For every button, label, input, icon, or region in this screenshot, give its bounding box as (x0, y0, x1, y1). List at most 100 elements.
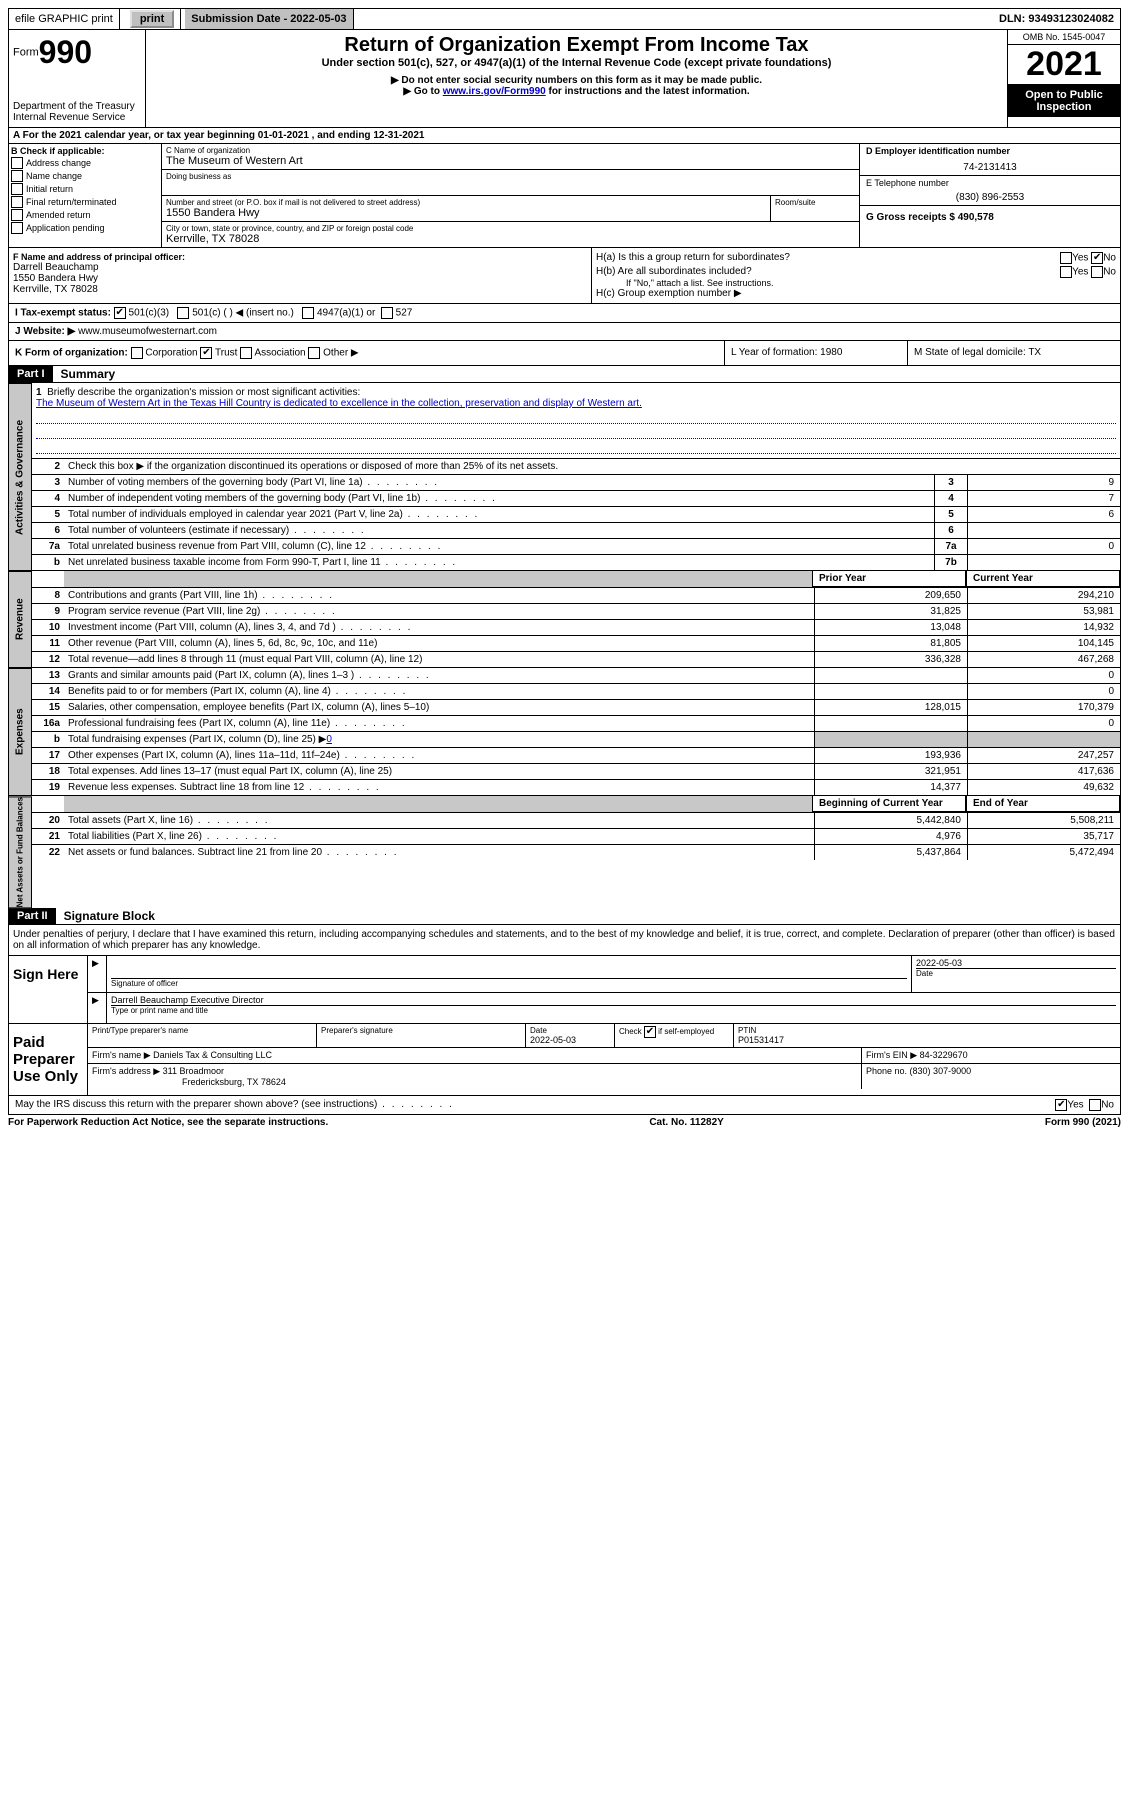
527-cb[interactable] (381, 307, 393, 319)
form-note1: ▶ Do not enter social security numbers o… (150, 75, 1003, 86)
sections-k-l-m: K Form of organization: Corporation Trus… (8, 341, 1121, 366)
section-f: F Name and address of principal officer:… (9, 248, 592, 303)
section-i: I Tax-exempt status: 501(c)(3) 501(c) ( … (9, 304, 1120, 323)
part1-title: Summary (53, 367, 116, 381)
paid-preparer-label: Paid Preparer Use Only (9, 1024, 88, 1095)
city-label: City or town, state or province, country… (166, 224, 855, 233)
irs-discuss-row: May the IRS discuss this return with the… (8, 1096, 1121, 1115)
ptin-value: P01531417 (738, 1035, 1116, 1045)
summary-activities: Activities & Governance 1 Briefly descri… (8, 383, 1121, 571)
section-h: H(a) Is this a group return for subordin… (592, 248, 1120, 303)
hc-label: H(c) Group exemption number ▶ (596, 288, 1116, 299)
submission-date: Submission Date - 2022-05-03 (185, 9, 353, 29)
sig-date: 2022-05-03 (916, 958, 1116, 968)
final-return-cb[interactable] (11, 196, 23, 208)
sig-officer-label: Signature of officer (111, 978, 907, 988)
self-employed-cb[interactable] (644, 1026, 656, 1038)
ein-label: D Employer identification number (866, 146, 1114, 156)
hb-note: If "No," attach a list. See instructions… (596, 278, 1116, 288)
foot-left: For Paperwork Reduction Act Notice, see … (8, 1117, 328, 1128)
amended-return-cb[interactable] (11, 209, 23, 221)
part2-label: Part II (9, 908, 56, 924)
val-5: 6 (967, 507, 1120, 522)
ein-value: 74-2131413 (866, 162, 1114, 173)
firm-addr1: 311 Broadmoor (163, 1066, 224, 1076)
4947-cb[interactable] (302, 307, 314, 319)
501c-cb[interactable] (177, 307, 189, 319)
ha-yes-cb[interactable] (1060, 252, 1072, 264)
officer-addr1: 1550 Bandera Hwy (13, 273, 587, 284)
form-header: Form990 Department of the Treasury Inter… (8, 30, 1121, 128)
page-footer: For Paperwork Reduction Act Notice, see … (8, 1115, 1121, 1128)
vtab-expenses: Expenses (9, 668, 32, 796)
firm-phone: (830) 307-9000 (910, 1066, 972, 1076)
sign-here-block: Sign Here ▶ Signature of officer 2022-05… (8, 956, 1121, 1024)
paid-preparer-block: Paid Preparer Use Only Print/Type prepar… (8, 1024, 1121, 1096)
officer-name-title: Darrell Beauchamp Executive Director (111, 995, 1116, 1005)
vtab-activities: Activities & Governance (9, 383, 32, 571)
val-6 (967, 523, 1120, 538)
other-cb[interactable] (308, 347, 320, 359)
dln-label: DLN: 93493123024082 (999, 13, 1120, 25)
assoc-cb[interactable] (240, 347, 252, 359)
trust-cb[interactable] (200, 347, 212, 359)
summary-revenue: Revenue Prior YearCurrent Year 8Contribu… (8, 571, 1121, 668)
val-4: 7 (967, 491, 1120, 506)
form-title-block: Return of Organization Exempt From Incom… (146, 30, 1008, 127)
vtab-net-assets: Net Assets or Fund Balances (9, 796, 32, 908)
form-number: 990 (39, 34, 92, 70)
gross-receipts: G Gross receipts $ 490,578 (866, 212, 1114, 223)
org-name: The Museum of Western Art (166, 155, 855, 167)
hdr-end: End of Year (966, 796, 1120, 812)
sections-b-to-g: B Check if applicable: Address change Na… (8, 144, 1121, 248)
line-2: 2 Check this box ▶ if the organization d… (32, 459, 1120, 475)
officer-name: Darrell Beauchamp (13, 262, 587, 273)
instructions-link[interactable]: www.irs.gov/Form990 (443, 86, 546, 97)
foot-right: Form 990 (2021) (1045, 1117, 1121, 1128)
form-title: Return of Organization Exempt From Incom… (150, 34, 1003, 57)
sections-d-e-g: D Employer identification number 74-2131… (860, 144, 1120, 247)
efile-label: efile GRAPHIC print (9, 9, 120, 29)
discuss-yes-cb[interactable] (1055, 1099, 1067, 1111)
val-7b (967, 555, 1120, 570)
firm-name: Daniels Tax & Consulting LLC (153, 1050, 272, 1060)
irs-label: Internal Revenue Service (13, 112, 141, 123)
hdr-beginning: Beginning of Current Year (812, 796, 966, 812)
501c3-cb[interactable] (114, 307, 126, 319)
part1-label: Part I (9, 366, 53, 382)
section-a: A For the 2021 calendar year, or tax yea… (8, 128, 1121, 144)
dba-label: Doing business as (166, 172, 855, 181)
hdr-current: Current Year (966, 571, 1120, 587)
website-value: www.museumofwesternart.com (78, 326, 217, 337)
form-subtitle: Under section 501(c), 527, or 4947(a)(1)… (150, 57, 1003, 69)
hb-no-cb[interactable] (1091, 266, 1103, 278)
firm-addr2: Fredericksburg, TX 78624 (92, 1077, 286, 1087)
sign-here-label: Sign Here (9, 956, 88, 1023)
firm-ein: 84-3229670 (920, 1050, 968, 1060)
val-7a: 0 (967, 539, 1120, 554)
section-l: L Year of formation: 1980 (725, 341, 908, 365)
signature-intro: Under penalties of perjury, I declare th… (8, 925, 1121, 956)
summary-net-assets: Net Assets or Fund Balances Beginning of… (8, 796, 1121, 908)
form-note2: ▶ Go to www.irs.gov/Form990 for instruct… (150, 86, 1003, 97)
section-c: C Name of organization The Museum of Wes… (162, 144, 860, 247)
name-change-cb[interactable] (11, 170, 23, 182)
address-change-cb[interactable] (11, 157, 23, 169)
corp-cb[interactable] (131, 347, 143, 359)
val-3: 9 (967, 475, 1120, 490)
street-address: 1550 Bandera Hwy (166, 207, 766, 219)
officer-addr2: Kerrville, TX 78028 (13, 284, 587, 295)
form-id-block: Form990 Department of the Treasury Inter… (9, 30, 146, 127)
hb-label: H(b) Are all subordinates included? (596, 266, 1060, 278)
hdr-prior: Prior Year (812, 571, 966, 587)
ha-no-cb[interactable] (1091, 252, 1103, 264)
app-pending-cb[interactable] (11, 222, 23, 234)
discuss-no-cb[interactable] (1089, 1099, 1101, 1111)
initial-return-cb[interactable] (11, 183, 23, 195)
summary-expenses: Expenses 13Grants and similar amounts pa… (8, 668, 1121, 796)
print-button[interactable]: print (124, 9, 181, 29)
sec-b-title: B Check if applicable: (11, 146, 159, 156)
addr-label: Number and street (or P.O. box if mail i… (166, 198, 766, 207)
hb-yes-cb[interactable] (1060, 266, 1072, 278)
officer-label: F Name and address of principal officer: (13, 252, 587, 262)
